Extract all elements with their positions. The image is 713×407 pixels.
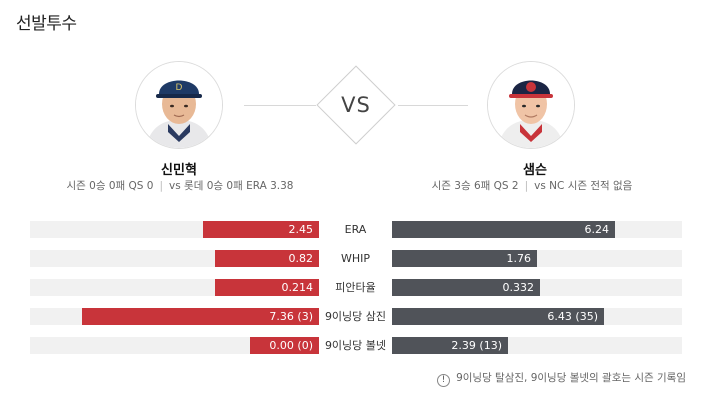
right-pitcher-info: 시즌 3승 6패 QS 2 | vs NC 시즌 전적 없음 xyxy=(382,178,682,193)
footnote: ! 9이닝당 탈삼진, 9이닝당 볼넷의 괄호는 시즌 기록임 xyxy=(437,370,686,387)
separator: | xyxy=(524,180,529,192)
footnote-text: 9이닝당 탈삼진, 9이닝당 볼넷의 괄호는 시즌 기록임 xyxy=(456,372,686,384)
right-vs-record: vs NC 시즌 전적 없음 xyxy=(534,180,633,192)
left-stat-bar: 0.214 xyxy=(215,279,319,296)
info-icon: ! xyxy=(437,374,451,387)
left-stat-track: 7.36 (3) xyxy=(30,308,319,325)
right-stat-bar: 2.39 (13) xyxy=(392,337,508,354)
vs-divider-right xyxy=(398,105,468,106)
right-pitcher-photo[interactable] xyxy=(487,61,575,149)
right-stat-bar: 6.24 xyxy=(392,221,615,238)
vs-label: VS xyxy=(341,93,371,117)
left-season-record: 시즌 0승 0패 QS 0 xyxy=(66,180,154,192)
stat-row: 2.45 ERA 6.24 xyxy=(0,221,713,238)
right-stat-track: 1.76 xyxy=(392,250,682,267)
left-stat-bar: 0.82 xyxy=(215,250,319,267)
stat-label: 9이닝당 삼진 xyxy=(324,310,387,323)
stat-row: 0.00 (0) 9이닝당 볼넷 2.39 (13) xyxy=(0,337,713,354)
right-stat-track: 0.332 xyxy=(392,279,682,296)
right-stat-bar: 1.76 xyxy=(392,250,537,267)
stat-label: 피안타율 xyxy=(335,281,376,294)
pitcher-portrait-icon: D xyxy=(136,62,222,148)
left-stat-bar: 0.00 (0) xyxy=(250,337,319,354)
left-stat-bar: 2.45 xyxy=(203,221,319,238)
right-season-record: 시즌 3승 6패 QS 2 xyxy=(431,180,519,192)
left-vs-record: vs 롯데 0승 0패 ERA 3.38 xyxy=(169,180,294,192)
stat-row: 0.82 WHIP 1.76 xyxy=(0,250,713,267)
left-pitcher-name[interactable]: 신민혁 xyxy=(161,163,197,178)
left-stat-track: 0.82 xyxy=(30,250,319,267)
stat-label: 9이닝당 볼넷 xyxy=(324,339,387,352)
right-stat-track: 2.39 (13) xyxy=(392,337,682,354)
stat-row: 7.36 (3) 9이닝당 삼진 6.43 (35) xyxy=(0,308,713,325)
left-stat-bar: 7.36 (3) xyxy=(82,308,319,325)
separator: | xyxy=(159,180,164,192)
left-stat-track: 2.45 xyxy=(30,221,319,238)
left-pitcher-photo[interactable]: D xyxy=(135,61,223,149)
left-stat-track: 0.214 xyxy=(30,279,319,296)
pitcher-portrait-icon xyxy=(488,62,574,148)
stat-row: 0.214 피안타율 0.332 xyxy=(0,279,713,296)
right-stat-bar: 6.43 (35) xyxy=(392,308,604,325)
right-stat-track: 6.43 (35) xyxy=(392,308,682,325)
left-stat-track: 0.00 (0) xyxy=(30,337,319,354)
right-stat-bar: 0.332 xyxy=(392,279,540,296)
right-stat-track: 6.24 xyxy=(392,221,682,238)
stat-label: WHIP xyxy=(340,252,371,265)
vs-divider-left xyxy=(244,105,316,106)
stat-label: ERA xyxy=(344,223,367,236)
section-title: 선발투수 xyxy=(16,14,77,34)
svg-text:D: D xyxy=(176,83,183,93)
left-pitcher-info: 시즌 0승 0패 QS 0 | vs 롯데 0승 0패 ERA 3.38 xyxy=(30,178,330,193)
right-pitcher-name[interactable]: 샘슨 xyxy=(523,163,547,178)
